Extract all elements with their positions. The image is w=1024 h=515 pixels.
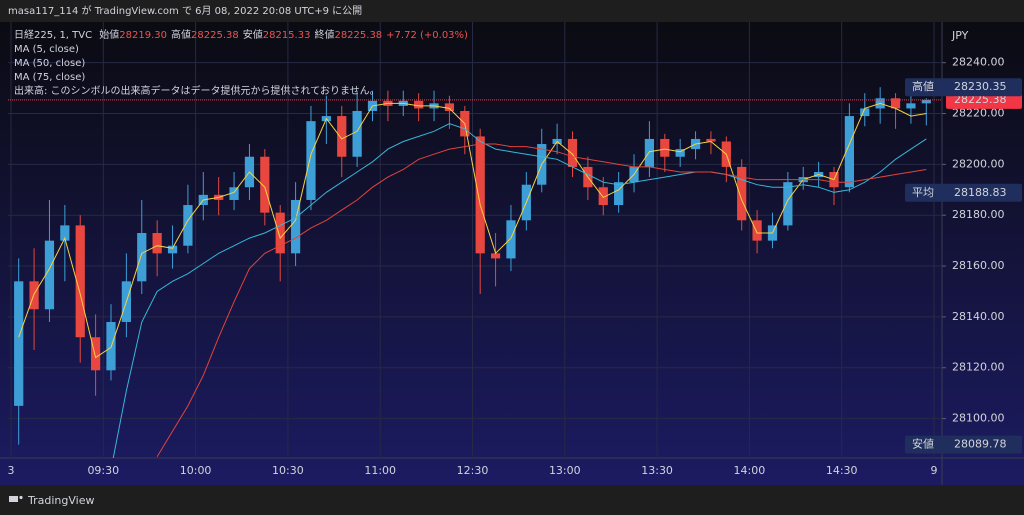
symbol: 日経225, 1, TVC bbox=[14, 28, 92, 41]
candle-body bbox=[598, 187, 608, 206]
candle-body bbox=[906, 103, 916, 109]
price-badge-value: 28230.35 bbox=[954, 80, 1007, 93]
y-tick-label: 28100.00 bbox=[952, 412, 1005, 425]
ohlc-value: 28225.38 bbox=[334, 30, 382, 41]
volume-note: 出来高: このシンボルの出来高データはデータ提供元から提供されておりません。 bbox=[14, 84, 380, 97]
y-tick-label: 28220.00 bbox=[952, 107, 1005, 120]
y-tick-label: 28180.00 bbox=[952, 208, 1005, 221]
candle-body bbox=[506, 220, 516, 259]
candle-body bbox=[614, 182, 624, 206]
candle-body bbox=[752, 220, 762, 241]
candle-body bbox=[675, 149, 685, 157]
x-tick-label: 3 bbox=[8, 464, 15, 477]
x-tick-label: 10:30 bbox=[272, 464, 304, 477]
x-tick-label: 13:30 bbox=[641, 464, 673, 477]
y-tick-label: 28240.00 bbox=[952, 56, 1005, 69]
candle-body bbox=[352, 110, 362, 157]
legend-entry: MA (75, close) bbox=[14, 72, 85, 83]
candle-body bbox=[706, 138, 716, 142]
ma-line bbox=[156, 143, 927, 457]
y-tick-label: 28140.00 bbox=[952, 310, 1005, 323]
candle-body bbox=[167, 245, 178, 254]
y-tick-label: 28120.00 bbox=[952, 361, 1005, 374]
logo-mark bbox=[19, 495, 23, 500]
candle-body bbox=[183, 205, 193, 246]
y-tick-label: 28200.00 bbox=[952, 157, 1005, 170]
ma-line bbox=[18, 102, 927, 359]
x-tick-label: 13:00 bbox=[549, 464, 581, 477]
legend-entry: MA (50, close) bbox=[14, 58, 85, 69]
ma-line bbox=[112, 123, 927, 458]
price-badge-value: 28188.83 bbox=[954, 186, 1007, 199]
x-tick-label: 14:30 bbox=[826, 464, 858, 477]
candle-body bbox=[306, 121, 316, 200]
candle-body bbox=[737, 166, 747, 221]
ohlc-value: 28219.30 bbox=[119, 30, 167, 41]
candle-body bbox=[890, 98, 901, 109]
x-tick-label: 14:00 bbox=[734, 464, 766, 477]
x-tick-label: 9 bbox=[931, 464, 938, 477]
x-tick-label: 11:00 bbox=[364, 464, 396, 477]
x-tick-label: 09:30 bbox=[87, 464, 119, 477]
candle-body bbox=[414, 100, 424, 109]
candle-body bbox=[152, 233, 162, 254]
publish-header: masa117_114 が TradingView.com で 6月 08, 2… bbox=[8, 4, 362, 17]
candle-body bbox=[475, 136, 485, 254]
candle-body bbox=[921, 99, 931, 104]
candle-body bbox=[75, 225, 85, 338]
price-badge-label: 高値 bbox=[912, 79, 934, 93]
ohlc-value: 28215.33 bbox=[263, 30, 311, 41]
logo-mark bbox=[9, 496, 18, 502]
bottom-bar bbox=[0, 485, 1024, 515]
candle-body bbox=[337, 116, 347, 157]
price-badge bbox=[905, 78, 1022, 97]
candle-body bbox=[229, 187, 239, 200]
x-tick-label: 10:00 bbox=[180, 464, 212, 477]
candle-body bbox=[90, 337, 101, 371]
y-tick-label: 28160.00 bbox=[952, 259, 1005, 272]
y-unit: JPY bbox=[951, 29, 969, 42]
candle-body bbox=[444, 103, 455, 111]
price-badge-label: 平均 bbox=[912, 186, 934, 199]
ohlc-value: 28225.38 bbox=[191, 30, 239, 41]
ohlc-label: 安値 bbox=[243, 28, 263, 41]
top-bar bbox=[0, 0, 1024, 22]
ohlc-label: 始値 bbox=[99, 28, 119, 41]
candle-body bbox=[290, 199, 301, 254]
candle-body bbox=[44, 240, 55, 310]
change: +7.72 (+0.03%) bbox=[386, 30, 468, 41]
candle-body bbox=[567, 138, 578, 167]
footer-logo: TradingView bbox=[9, 494, 94, 507]
candle-body bbox=[660, 138, 670, 157]
candle-body bbox=[60, 225, 70, 241]
candle-body bbox=[490, 253, 501, 259]
candle-body bbox=[260, 156, 270, 213]
candle-body bbox=[860, 108, 870, 117]
symbol-legend: 日経225, 1, TVC 始値28219.30 高値28225.38 安値2821… bbox=[14, 28, 468, 41]
price-badge-label: 安値 bbox=[912, 437, 934, 451]
candle-body bbox=[844, 116, 855, 188]
price-badge bbox=[905, 183, 1022, 202]
ohlc-label: 高値 bbox=[171, 28, 191, 41]
footer-text: TradingView bbox=[27, 494, 94, 507]
price-badge-value: 28089.78 bbox=[954, 438, 1007, 451]
candle-body bbox=[275, 212, 285, 254]
price-badge bbox=[905, 435, 1022, 454]
candle-body bbox=[137, 233, 147, 282]
legend-entry: MA (5, close) bbox=[14, 44, 79, 55]
x-tick-label: 12:30 bbox=[457, 464, 489, 477]
candle-body bbox=[783, 182, 793, 226]
candle-body bbox=[644, 138, 655, 167]
candle-body bbox=[14, 281, 24, 406]
ohlc-label: 終値 bbox=[314, 28, 334, 41]
